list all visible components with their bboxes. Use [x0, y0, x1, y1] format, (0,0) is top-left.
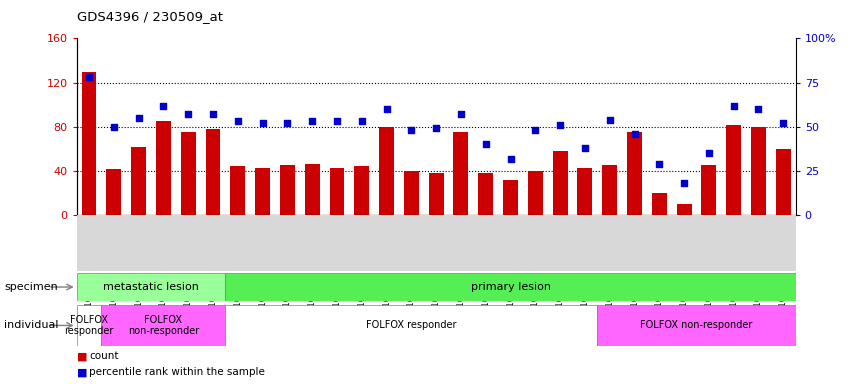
- Point: [504, 156, 517, 162]
- Text: ■: ■: [77, 367, 87, 377]
- Point: [231, 118, 244, 124]
- Text: count: count: [89, 351, 119, 361]
- Text: GDS4396 / 230509_at: GDS4396 / 230509_at: [77, 10, 223, 23]
- Point: [330, 118, 344, 124]
- Point: [355, 118, 368, 124]
- Bar: [180, 132, 196, 215]
- Bar: [429, 173, 443, 215]
- Bar: [701, 166, 717, 215]
- Point: [751, 106, 765, 112]
- Point: [628, 131, 642, 137]
- Point: [181, 111, 195, 118]
- Point: [206, 111, 220, 118]
- Point: [256, 120, 270, 126]
- Bar: [77, 273, 226, 301]
- Bar: [627, 132, 642, 215]
- Text: specimen: specimen: [4, 282, 58, 292]
- Point: [281, 120, 294, 126]
- Bar: [106, 169, 121, 215]
- Text: metastatic lesion: metastatic lesion: [103, 282, 199, 292]
- Bar: [156, 121, 171, 215]
- Point: [157, 103, 170, 109]
- Bar: [454, 132, 468, 215]
- Point: [306, 118, 319, 124]
- Bar: [206, 129, 220, 215]
- Point: [553, 122, 567, 128]
- Point: [727, 103, 740, 109]
- Bar: [354, 167, 369, 215]
- Point: [528, 127, 542, 133]
- Bar: [131, 147, 146, 215]
- Bar: [578, 167, 592, 215]
- Bar: [677, 204, 692, 215]
- Bar: [305, 164, 320, 215]
- Text: FOLFOX
responder: FOLFOX responder: [65, 314, 114, 336]
- Point: [702, 150, 716, 156]
- Point: [776, 120, 790, 126]
- Bar: [231, 167, 245, 215]
- Point: [454, 111, 468, 118]
- Point: [603, 117, 616, 123]
- Bar: [226, 305, 597, 346]
- Bar: [503, 180, 518, 215]
- Bar: [603, 166, 617, 215]
- Point: [677, 180, 691, 186]
- Point: [404, 127, 418, 133]
- Bar: [379, 127, 394, 215]
- Text: FOLFOX
non-responder: FOLFOX non-responder: [128, 314, 199, 336]
- Point: [83, 74, 96, 80]
- Text: percentile rank within the sample: percentile rank within the sample: [89, 367, 266, 377]
- Bar: [329, 167, 345, 215]
- Bar: [82, 71, 96, 215]
- Bar: [404, 171, 419, 215]
- Point: [653, 161, 666, 167]
- Bar: [255, 167, 270, 215]
- Bar: [280, 166, 294, 215]
- Bar: [652, 193, 666, 215]
- Bar: [751, 127, 766, 215]
- Text: FOLFOX responder: FOLFOX responder: [366, 320, 457, 331]
- Text: primary lesion: primary lesion: [471, 282, 551, 292]
- Text: FOLFOX non-responder: FOLFOX non-responder: [640, 320, 752, 331]
- Point: [429, 126, 443, 132]
- Bar: [226, 273, 796, 301]
- Bar: [552, 151, 568, 215]
- Bar: [77, 305, 101, 346]
- Bar: [101, 305, 226, 346]
- Bar: [478, 173, 494, 215]
- Point: [380, 106, 393, 112]
- Bar: [726, 124, 741, 215]
- Point: [479, 141, 493, 147]
- Point: [132, 115, 146, 121]
- Point: [107, 124, 121, 130]
- Bar: [776, 149, 791, 215]
- Point: [578, 145, 591, 151]
- Bar: [597, 305, 796, 346]
- Text: individual: individual: [4, 320, 59, 331]
- Text: ■: ■: [77, 351, 87, 361]
- Bar: [528, 171, 543, 215]
